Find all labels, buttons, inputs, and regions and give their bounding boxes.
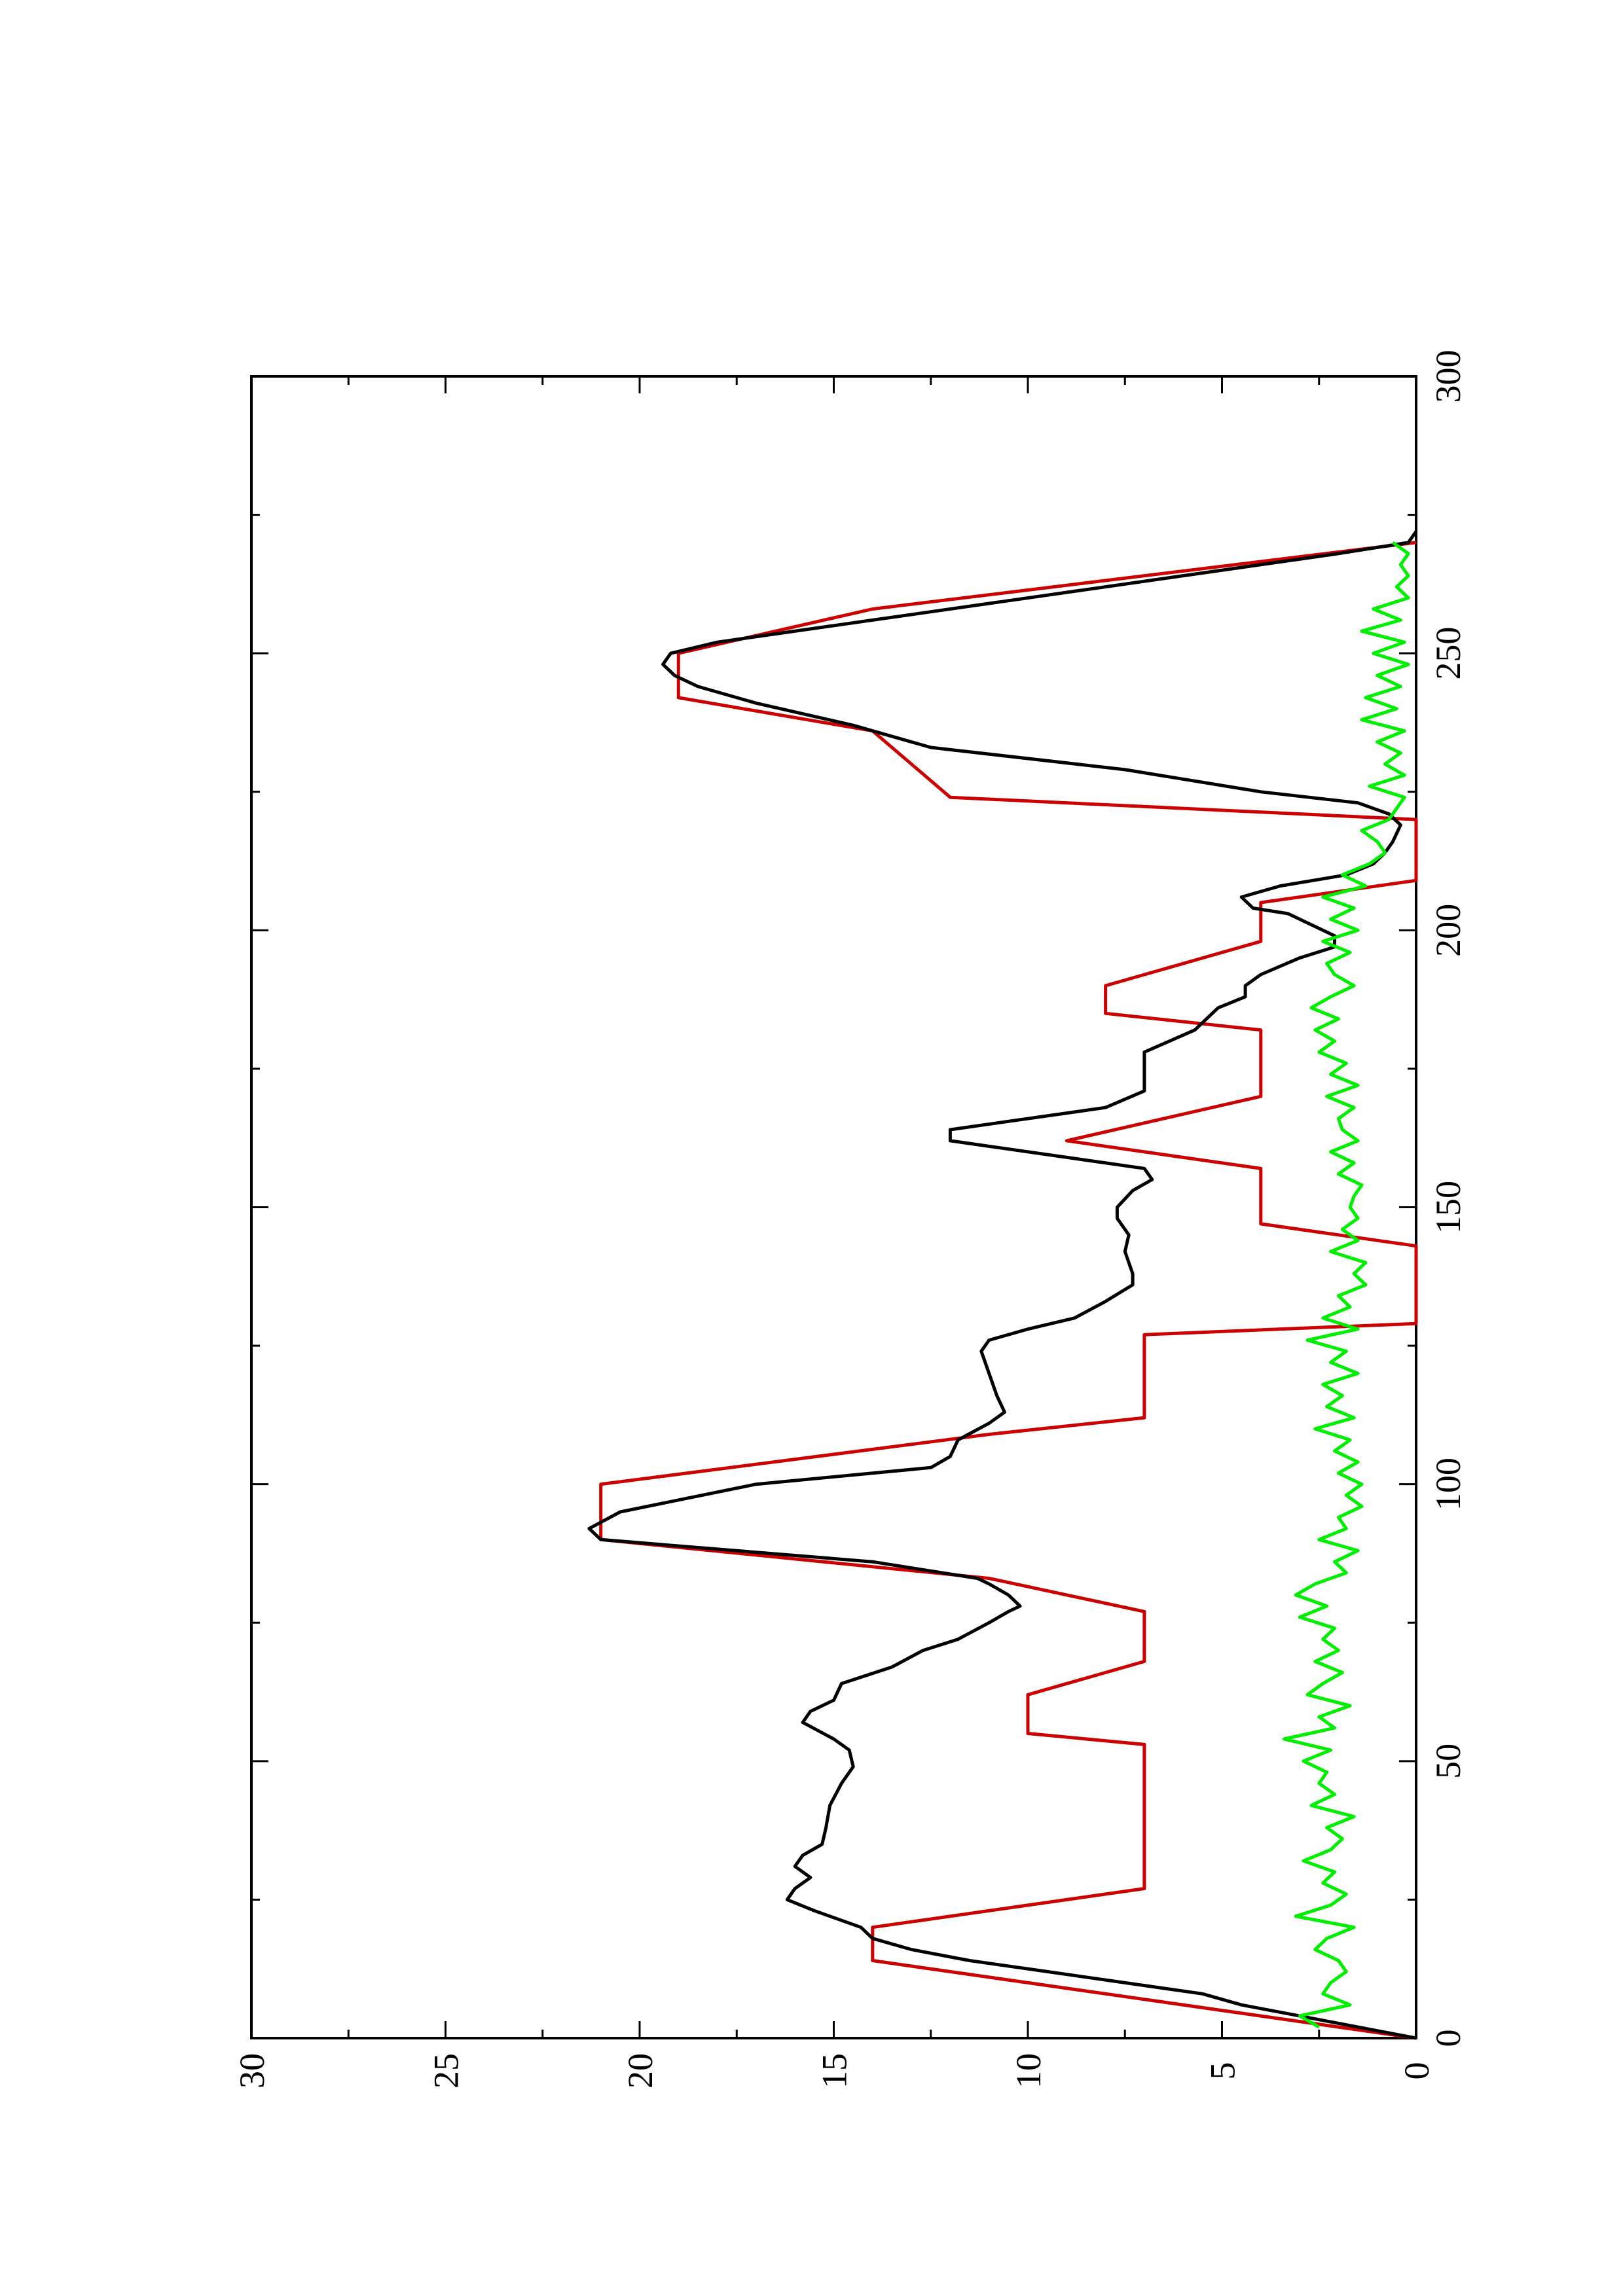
green-series-line [1282, 541, 1410, 2029]
y-tick-label: 30 [232, 2053, 272, 2089]
x-tick-label: 150 [1429, 1181, 1468, 1234]
tick-labels: 0 50 100 150 200 250 300 0 5 10 15 20 25 30 [232, 350, 1468, 2089]
x-tick-label: 50 [1429, 1744, 1468, 1779]
x-tick-label: 0 [1429, 2030, 1468, 2047]
y-tick-label: 25 [426, 2053, 465, 2089]
x-tick-label: 250 [1429, 627, 1468, 680]
axis-ticks [250, 375, 1417, 2039]
x-tick-label: 300 [1429, 350, 1468, 403]
y-tick-label: 15 [814, 2053, 854, 2089]
red-series-line [599, 541, 1418, 2040]
series-layer [587, 530, 1418, 2040]
black-series-line [587, 530, 1418, 2040]
x-tick-label: 200 [1429, 904, 1468, 957]
y-tick-label: 20 [621, 2053, 660, 2089]
y-tick-label: 5 [1203, 2062, 1242, 2080]
x-tick-label: 100 [1429, 1458, 1468, 1511]
y-tick-label: 10 [1009, 2053, 1048, 2089]
y-tick-label: 0 [1397, 2062, 1436, 2080]
